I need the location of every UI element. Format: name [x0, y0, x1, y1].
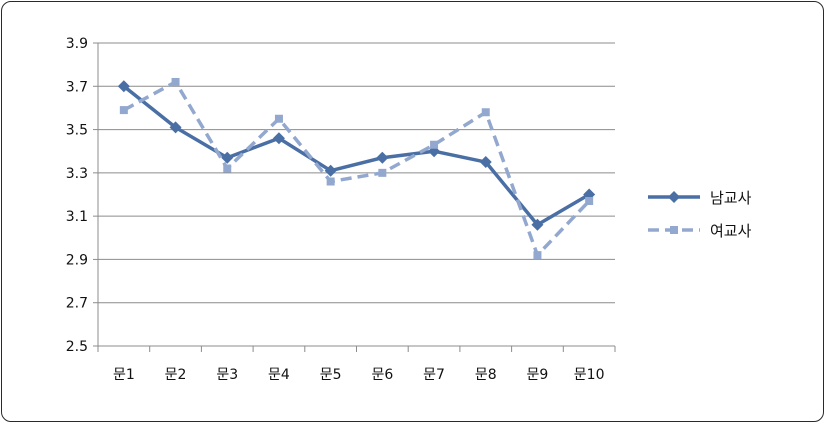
legend-marker-square [670, 226, 678, 234]
x-tick-label: 문9 [527, 367, 549, 383]
x-tick-label: 문10 [574, 367, 605, 383]
series-line [123, 80, 591, 257]
axes [97, 43, 615, 347]
x-tick-label: 문5 [320, 367, 342, 383]
data-point-square [326, 177, 335, 186]
data-point-square [274, 114, 283, 123]
x-tick-label: 문1 [113, 367, 135, 383]
data-point-square [585, 196, 594, 205]
y-tick-label: 2.5 [66, 339, 88, 355]
data-point-square [119, 106, 128, 115]
data-point-square [378, 168, 387, 177]
data-point-diamond [479, 156, 492, 169]
x-axis-ticks: 문1 문2 문3 문4 문5 문6 문7 문8 문9 문10 [97, 346, 616, 383]
data-point-diamond [169, 121, 182, 134]
y-tick-label: 3.7 [66, 79, 88, 95]
series-layer [117, 77, 596, 260]
data-point-square [171, 77, 180, 86]
series-line [122, 84, 591, 227]
data-point-square [223, 164, 232, 173]
data-point-diamond [376, 151, 389, 164]
x-tick-label: 문3 [216, 367, 238, 383]
legend-label: 남교사 [710, 189, 752, 207]
x-tick-label: 문6 [371, 367, 393, 383]
x-tick-label: 문4 [268, 367, 290, 383]
data-point-square [430, 140, 439, 149]
y-tick-label: 3.1 [66, 209, 88, 225]
y-axis-ticks: 2.5 2.7 2.9 3.1 3.3 3.5 3.7 3.9 [66, 36, 98, 355]
x-tick-label: 문8 [475, 367, 497, 383]
gridlines [98, 42, 615, 304]
data-point-square [533, 251, 542, 260]
data-point-diamond [221, 151, 234, 164]
y-tick-label: 3.9 [66, 36, 88, 52]
legend-label: 여교사 [710, 222, 752, 240]
y-tick-label: 2.7 [66, 296, 88, 312]
data-point-square [481, 108, 490, 117]
y-tick-label: 3.3 [66, 166, 88, 182]
data-point-diamond [531, 218, 544, 231]
legend-marker-diamond [668, 191, 680, 203]
y-tick-label: 3.5 [66, 123, 88, 139]
data-point-diamond [324, 164, 337, 177]
data-point-diamond [117, 80, 130, 93]
x-tick-label: 문2 [165, 367, 187, 383]
y-tick-label: 2.9 [66, 252, 88, 268]
data-point-diamond [272, 132, 285, 145]
x-tick-label: 문7 [423, 367, 445, 383]
